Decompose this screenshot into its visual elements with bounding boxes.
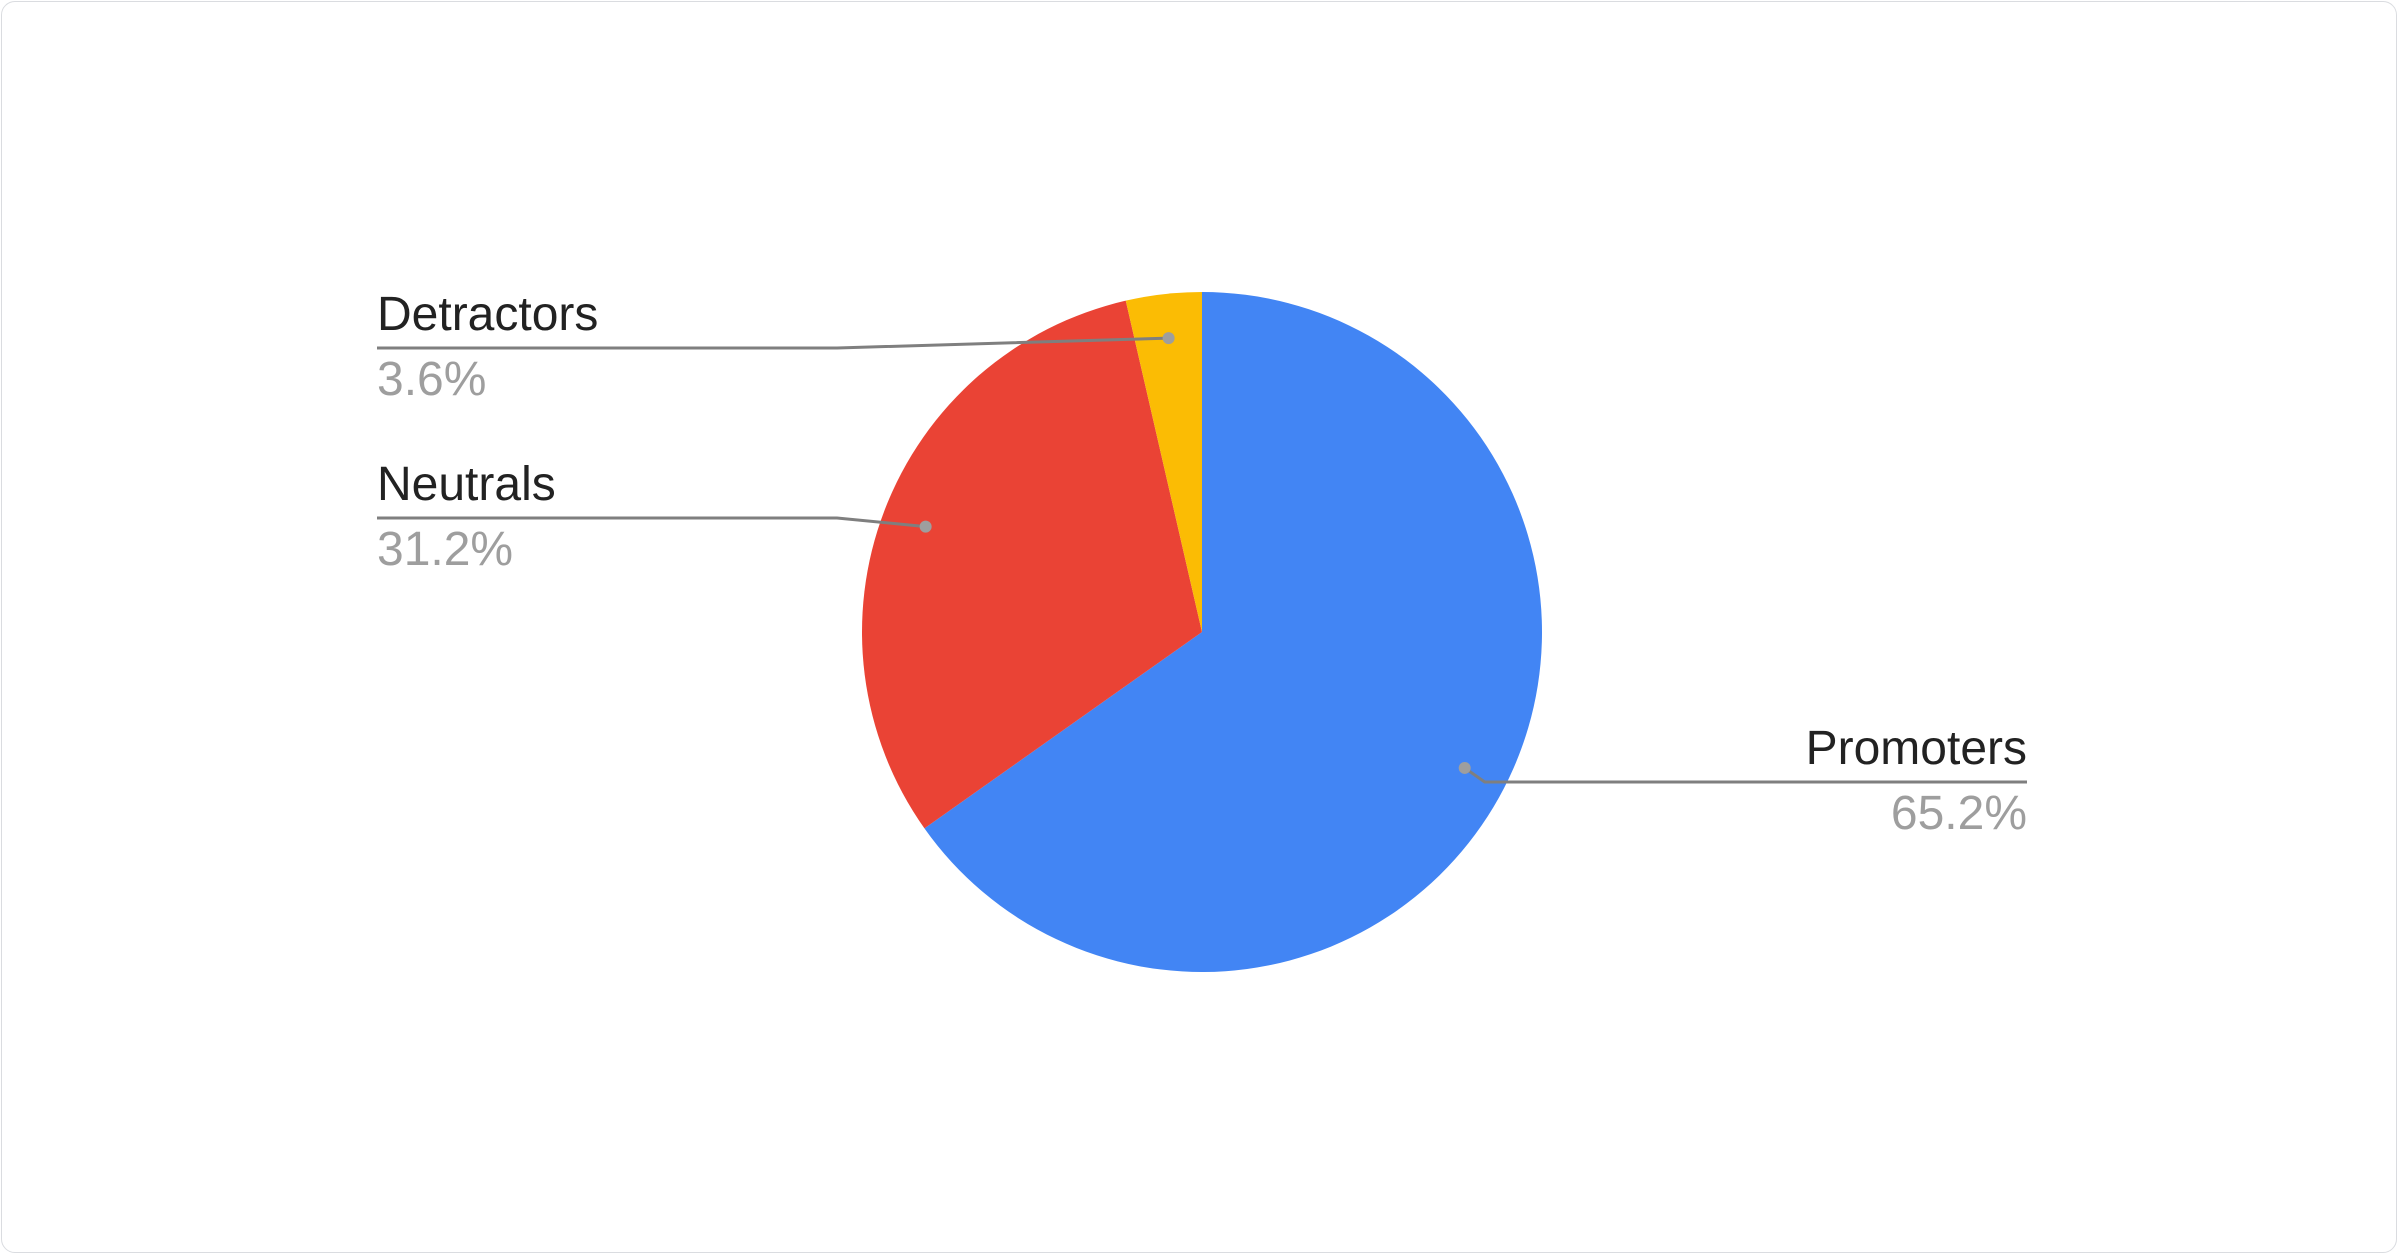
pie-slice-promoters[interactable]: [924, 292, 1543, 973]
slice-label-detractors: Detractors: [377, 288, 598, 341]
slice-label-promoters: Promoters: [1806, 722, 2027, 775]
leader-dot-detractors: [1162, 332, 1175, 345]
leader-dot-neutrals: [919, 520, 932, 533]
leader-line-detractors: [377, 336, 1169, 350]
slice-label-neutrals: Neutrals: [377, 458, 556, 511]
pie-slice-neutrals[interactable]: [862, 300, 1202, 829]
slice-percent-promoters: 65.2%: [1891, 787, 2027, 840]
leader-line-neutrals: [377, 516, 926, 529]
slice-percent-neutrals: 31.2%: [377, 523, 513, 576]
leader-line-promoters: [1463, 766, 2027, 784]
slice-percent-detractors: 3.6%: [377, 353, 486, 406]
pie-slice-detractors[interactable]: [1125, 292, 1202, 632]
leader-dot-promoters: [1458, 761, 1471, 774]
